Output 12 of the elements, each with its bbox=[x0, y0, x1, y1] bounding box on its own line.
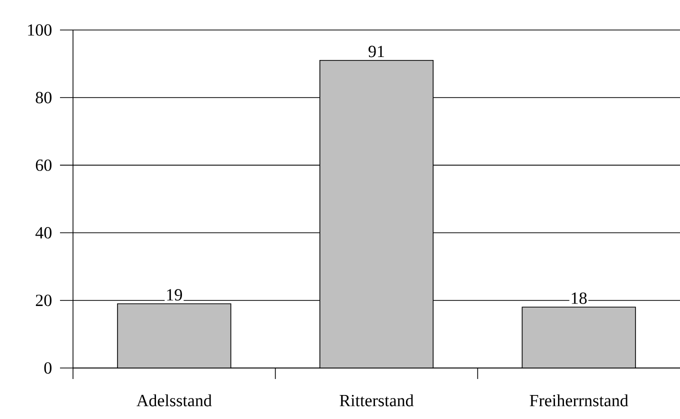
y-tick-label: 40 bbox=[35, 227, 52, 239]
data-label: 18 bbox=[572, 292, 587, 304]
data-label: 91 bbox=[368, 46, 384, 58]
x-tick-label: Adelsstand bbox=[136, 394, 212, 406]
x-tick-label: Ritterstand bbox=[340, 394, 414, 406]
y-tick-label: 100 bbox=[28, 24, 52, 36]
y-tick-label: 20 bbox=[36, 294, 52, 306]
data-label: 19 bbox=[167, 289, 182, 301]
y-tick-label: 60 bbox=[36, 159, 52, 171]
y-tick-label: 80 bbox=[36, 92, 52, 104]
y-tick-label: 0 bbox=[44, 362, 52, 374]
x-tick-label: Freiherrnstand bbox=[530, 394, 628, 406]
